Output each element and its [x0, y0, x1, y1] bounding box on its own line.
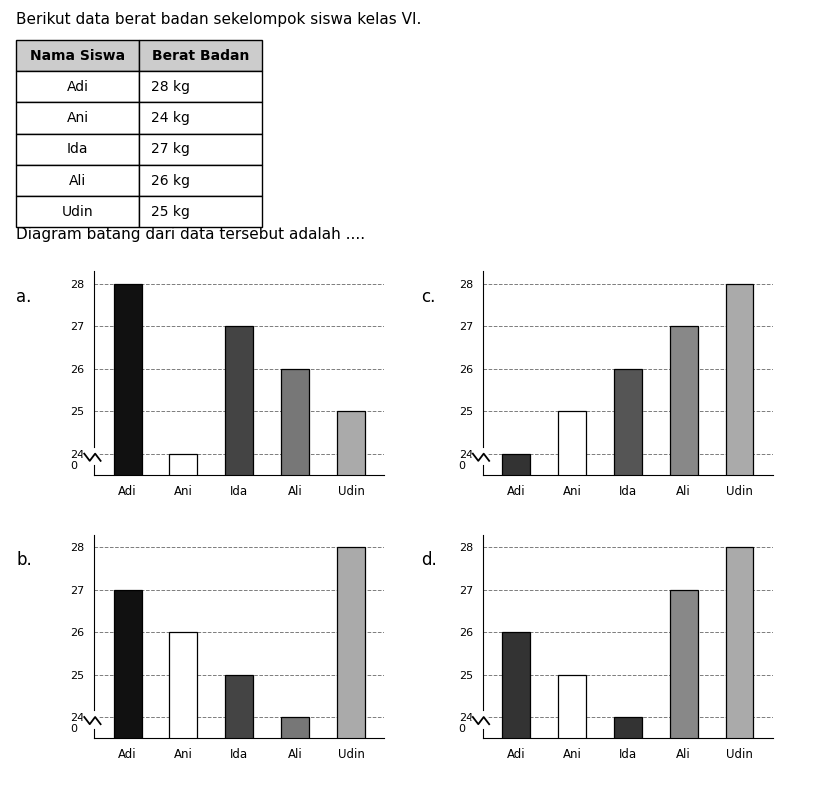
- Bar: [670, 326, 698, 798]
- Bar: [281, 717, 309, 798]
- Bar: [558, 411, 586, 798]
- Bar: [614, 717, 642, 798]
- Text: b.: b.: [16, 551, 32, 569]
- Bar: [502, 453, 530, 798]
- Bar: [225, 326, 254, 798]
- Text: 0: 0: [70, 724, 77, 734]
- Bar: [726, 284, 753, 798]
- Bar: [225, 674, 254, 798]
- Text: c.: c.: [421, 287, 436, 306]
- Bar: [114, 590, 142, 798]
- Text: 0: 0: [459, 724, 465, 734]
- Bar: [726, 547, 753, 798]
- Bar: [337, 411, 365, 798]
- Bar: [502, 632, 530, 798]
- Bar: [281, 369, 309, 798]
- Bar: [169, 632, 197, 798]
- Text: a.: a.: [16, 287, 32, 306]
- Bar: [114, 284, 142, 798]
- Bar: [670, 590, 698, 798]
- Bar: [558, 674, 586, 798]
- Text: Berikut data berat badan sekelompok siswa kelas VI.: Berikut data berat badan sekelompok sisw…: [16, 12, 422, 27]
- Bar: [614, 369, 642, 798]
- Bar: [169, 453, 197, 798]
- Text: 0: 0: [459, 460, 465, 471]
- Text: Diagram batang dari data tersebut adalah ....: Diagram batang dari data tersebut adalah…: [16, 227, 366, 243]
- Text: 0: 0: [70, 460, 77, 471]
- Text: d.: d.: [421, 551, 437, 569]
- Bar: [337, 547, 365, 798]
